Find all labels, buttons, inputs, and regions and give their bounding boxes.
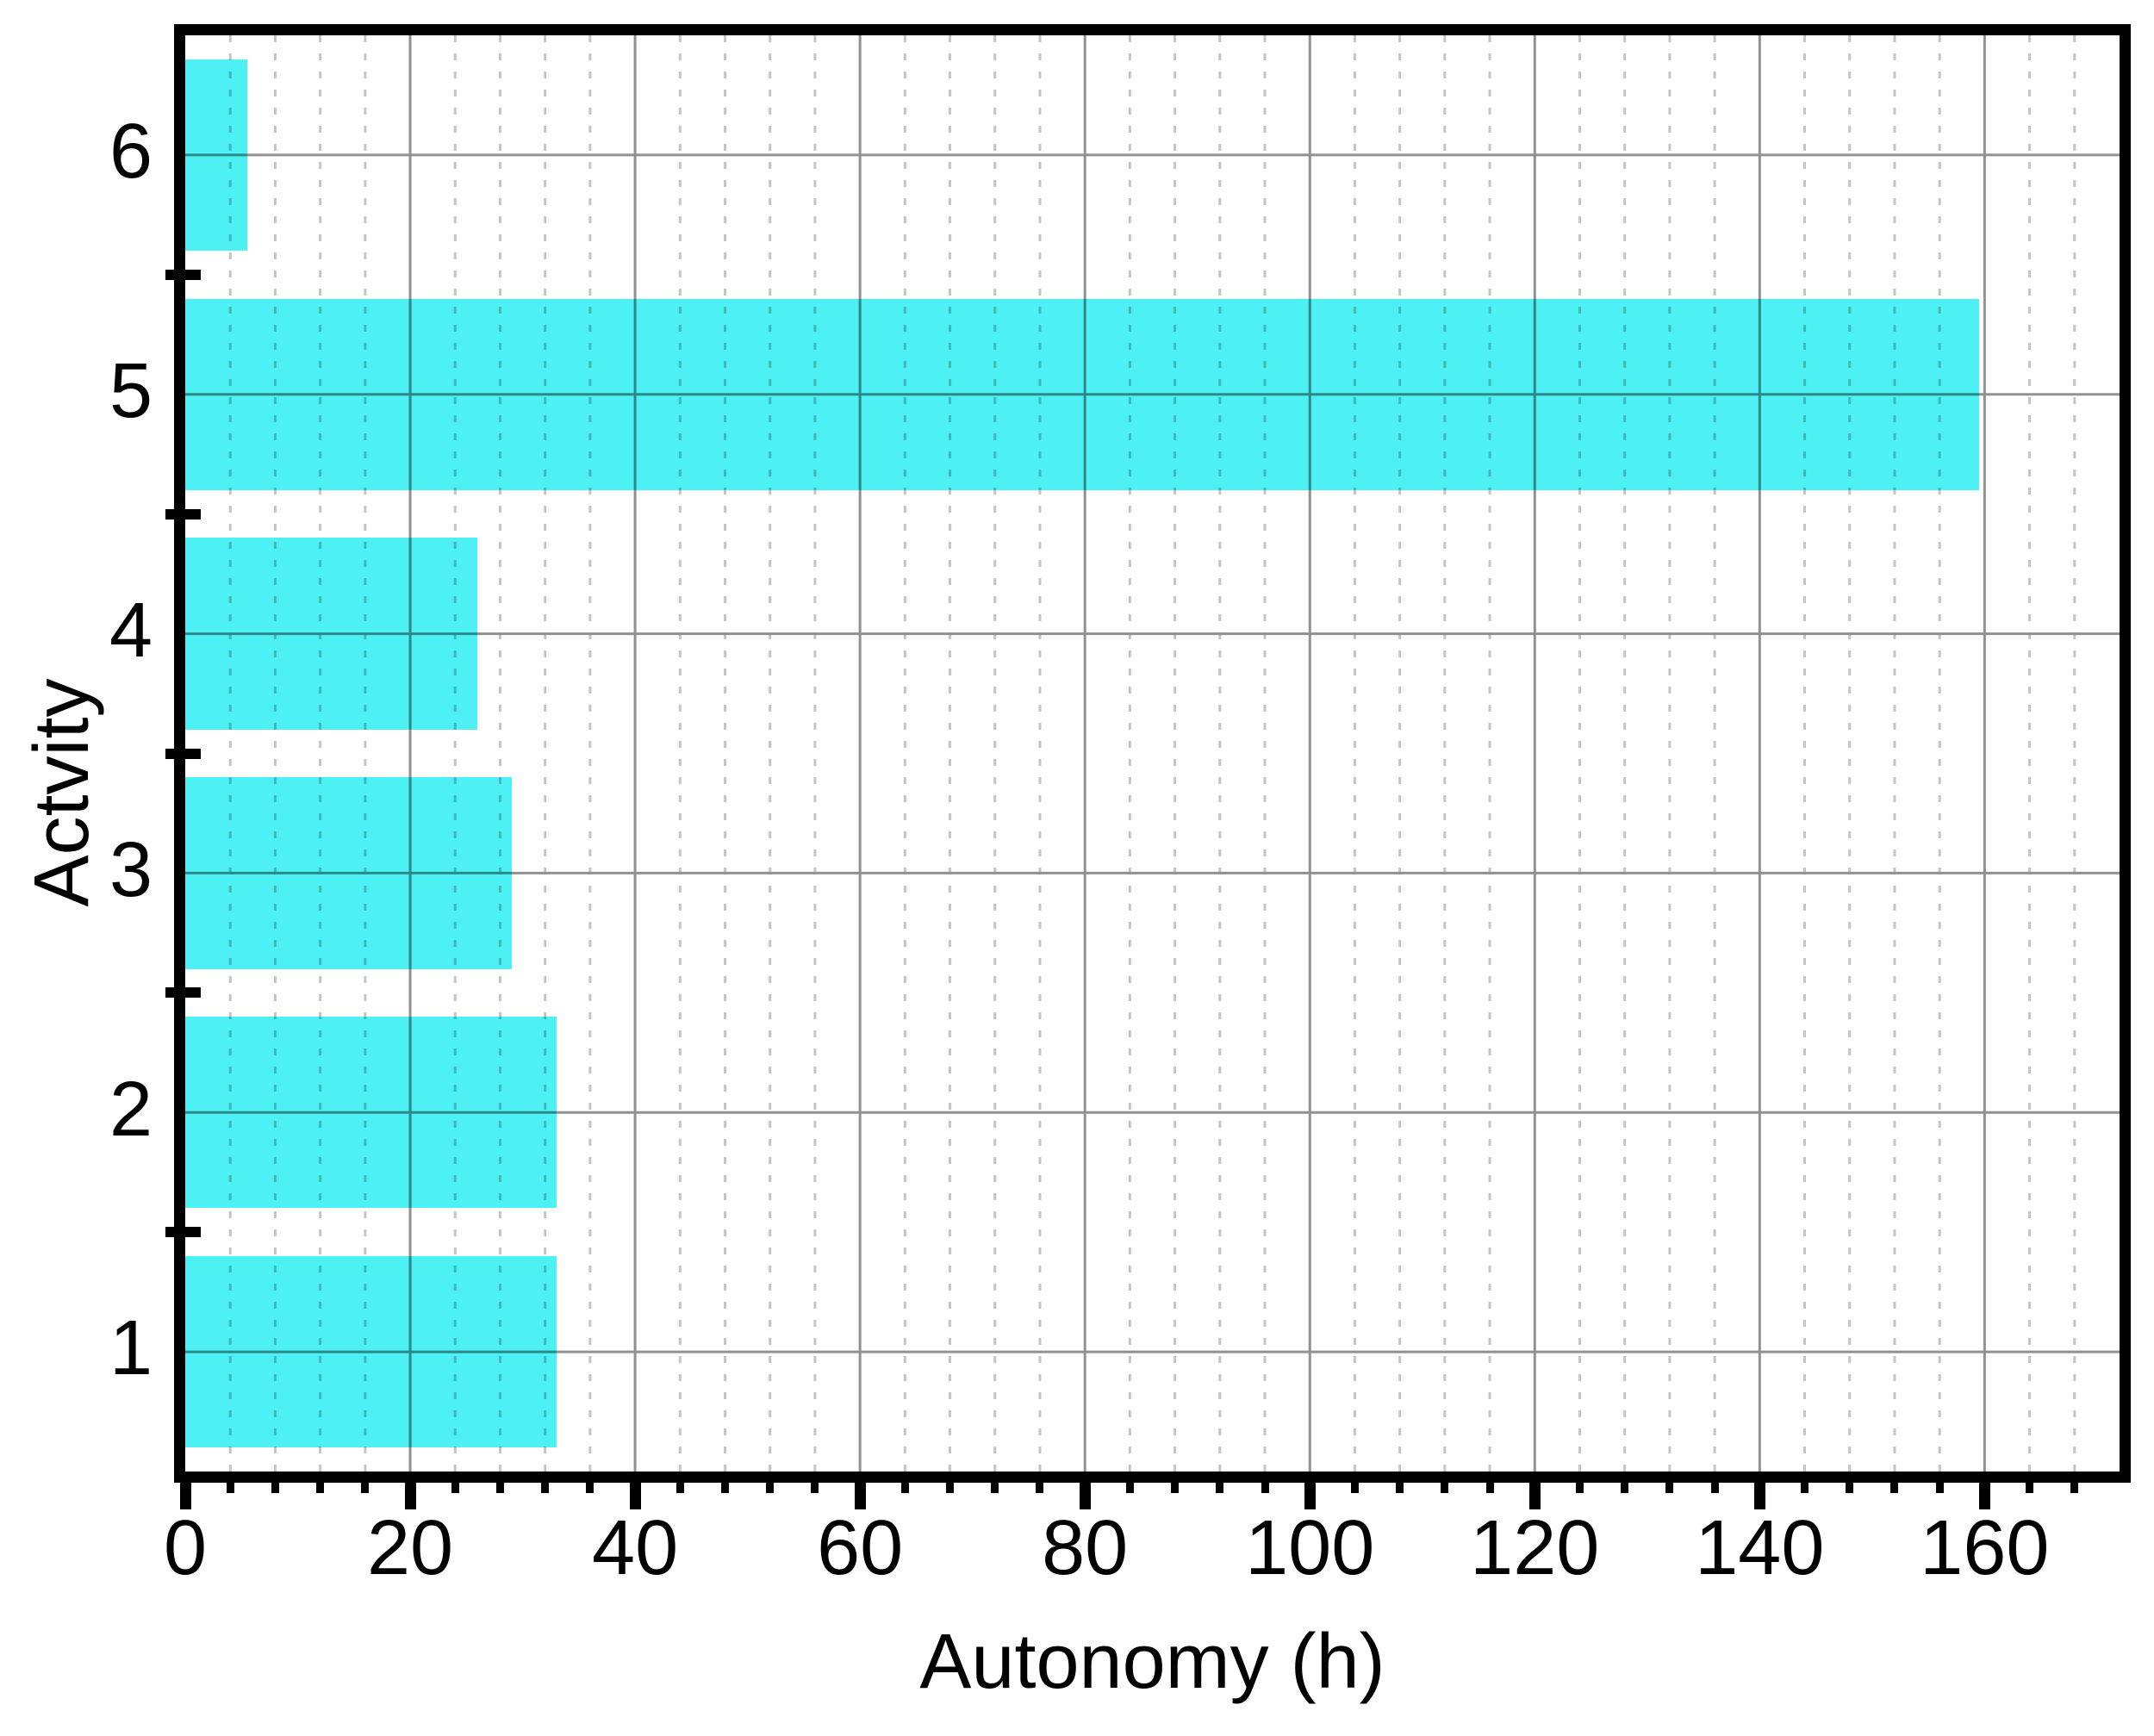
x-axis-minor-tick: [1171, 1481, 1180, 1493]
x-axis-minor-tick: [1396, 1481, 1404, 1493]
y-axis-title: Actvity: [19, 678, 105, 907]
x-axis-minor-tick: [586, 1481, 595, 1493]
x-axis-title: Autonomy (h): [919, 1619, 1385, 1705]
y-axis-boundary-tick: [165, 508, 201, 520]
x-axis-minor-tick: [316, 1481, 325, 1493]
x-tick-label: 160: [1920, 1505, 2050, 1591]
x-tick-label: 60: [817, 1505, 904, 1591]
x-axis-major-tick: [1304, 1481, 1316, 1509]
x-tick-label: 40: [592, 1505, 679, 1591]
x-axis-major-tick: [1978, 1481, 1990, 1509]
x-axis-minor-tick: [2070, 1481, 2079, 1493]
x-axis-minor-tick: [2026, 1481, 2034, 1493]
x-axis-minor-tick: [271, 1481, 279, 1493]
x-axis-major-tick: [1528, 1481, 1541, 1509]
y-axis-boundary-tick: [165, 748, 201, 759]
x-axis-minor-tick: [1125, 1481, 1134, 1493]
y-axis-boundary-tick: [165, 987, 201, 999]
y-axis-boundary-tick: [165, 269, 201, 280]
x-axis-major-tick: [1753, 1481, 1765, 1509]
x-tick-label: 0: [163, 1505, 208, 1591]
x-axis-minor-tick: [1846, 1481, 1854, 1493]
y-tick-label: 3: [109, 826, 153, 913]
x-axis-minor-tick: [1801, 1481, 1809, 1493]
x-axis-minor-tick: [1710, 1481, 1719, 1493]
x-axis-minor-tick: [1575, 1481, 1584, 1493]
x-axis-minor-tick: [451, 1481, 459, 1493]
x-tick-label: 80: [1042, 1505, 1129, 1591]
x-axis-minor-tick: [900, 1481, 909, 1493]
x-axis-minor-tick: [1665, 1481, 1674, 1493]
x-tick-label: 120: [1470, 1505, 1600, 1591]
x-axis-major-tick: [1079, 1481, 1091, 1509]
x-axis-minor-tick: [1261, 1481, 1269, 1493]
x-axis-minor-tick: [1036, 1481, 1044, 1493]
x-axis-minor-tick: [991, 1481, 999, 1493]
x-axis-minor-tick: [1350, 1481, 1359, 1493]
x-axis-minor-tick: [1441, 1481, 1449, 1493]
x-axis-major-tick: [629, 1481, 641, 1509]
x-axis-minor-tick: [946, 1481, 955, 1493]
y-tick-label: 2: [109, 1066, 153, 1153]
y-tick-label: 6: [109, 109, 153, 196]
x-axis-minor-tick: [361, 1481, 370, 1493]
x-axis-minor-tick: [721, 1481, 729, 1493]
x-axis-minor-tick: [495, 1481, 504, 1493]
x-axis-major-tick: [854, 1481, 866, 1509]
x-axis-major-tick: [179, 1481, 191, 1509]
x-axis-minor-tick: [1485, 1481, 1494, 1493]
x-axis-minor-tick: [1621, 1481, 1629, 1493]
y-tick-label: 1: [109, 1305, 153, 1392]
x-axis-minor-tick: [226, 1481, 234, 1493]
x-tick-label: 140: [1695, 1505, 1825, 1591]
x-axis-minor-tick: [1890, 1481, 1899, 1493]
x-axis-minor-tick: [675, 1481, 684, 1493]
x-axis-minor-tick: [1216, 1481, 1224, 1493]
x-axis-major-tick: [404, 1481, 416, 1509]
x-axis-minor-tick: [1935, 1481, 1944, 1493]
x-axis-minor-tick: [766, 1481, 775, 1493]
x-axis-minor-tick: [541, 1481, 550, 1493]
x-axis-minor-tick: [811, 1481, 819, 1493]
gridlines-layer: [185, 35, 2120, 1472]
y-tick-label: 4: [109, 587, 153, 674]
x-tick-label: 100: [1245, 1505, 1375, 1591]
x-tick-label: 20: [366, 1505, 454, 1591]
plot-area: [174, 24, 2131, 1483]
y-tick-label: 5: [109, 348, 153, 435]
y-axis-boundary-tick: [165, 1227, 201, 1238]
